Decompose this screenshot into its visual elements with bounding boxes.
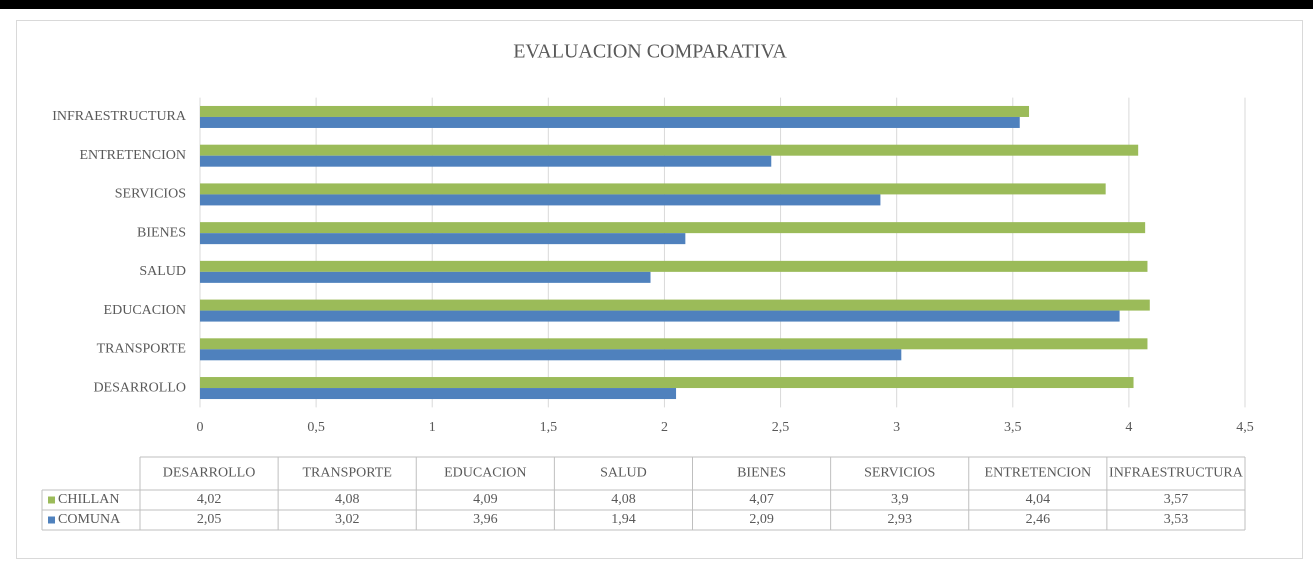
table-value: 4,09 — [473, 492, 498, 507]
bar — [200, 222, 1146, 234]
bar — [200, 260, 1148, 272]
table-value: 4,07 — [749, 492, 774, 507]
table-value: 1,94 — [611, 512, 636, 527]
table-value: 3,96 — [473, 512, 498, 527]
bar — [200, 377, 1134, 389]
bar — [200, 338, 1148, 350]
table-header: SERVICIOS — [864, 466, 935, 481]
table-value: 3,53 — [1164, 512, 1189, 527]
y-tick-label: DESARROLLO — [93, 380, 186, 395]
y-tick-label: SERVICIOS — [115, 187, 186, 202]
bar — [200, 183, 1106, 195]
bar — [200, 194, 881, 206]
table-value: 2,09 — [749, 512, 774, 527]
x-tick-label: 3,5 — [1004, 420, 1022, 435]
x-tick-label: 1,5 — [540, 420, 558, 435]
legend-label: COMUNA — [58, 512, 121, 527]
x-tick-label: 0 — [197, 420, 204, 435]
legend-swatch — [48, 516, 55, 524]
table-value: 3,57 — [1164, 492, 1189, 507]
bar — [200, 144, 1139, 156]
bar — [200, 271, 651, 283]
table-value: 4,08 — [611, 492, 636, 507]
table-header: BIENES — [737, 466, 786, 481]
table-value: 2,46 — [1026, 512, 1051, 527]
table-value: 3,9 — [891, 492, 909, 507]
legend-swatch — [48, 496, 55, 504]
y-tick-label: ENTRETENCION — [79, 148, 186, 163]
table-header: SALUD — [600, 466, 647, 481]
table-value: 4,04 — [1026, 492, 1051, 507]
bar — [200, 388, 677, 400]
bar — [200, 349, 902, 361]
x-tick-label: 3 — [893, 420, 900, 435]
legend-label: CHILLAN — [58, 492, 119, 507]
table-value: 3,02 — [335, 512, 360, 527]
table-value: 2,05 — [197, 512, 222, 527]
x-tick-label: 2,5 — [772, 420, 790, 435]
y-tick-label: EDUCACION — [104, 303, 186, 318]
chart-title: EVALUACION COMPARATIVA — [513, 41, 787, 63]
table-value: 2,93 — [887, 512, 912, 527]
bar — [200, 233, 686, 245]
table-header: INFRAESTRUCTURA — [1109, 466, 1244, 481]
top-bar — [0, 0, 1313, 9]
x-tick-label: 0,5 — [307, 420, 325, 435]
table-header: TRANSPORTE — [302, 466, 391, 481]
bar — [200, 105, 1030, 117]
bar — [200, 116, 1020, 128]
table-header: EDUCACION — [444, 466, 526, 481]
table-header: DESARROLLO — [163, 466, 256, 481]
table-header: ENTRETENCION — [985, 466, 1092, 481]
x-tick-label: 1 — [429, 420, 436, 435]
table-value: 4,02 — [197, 492, 222, 507]
bar — [200, 299, 1150, 311]
x-tick-label: 4 — [1125, 420, 1132, 435]
x-tick-label: 4,5 — [1236, 420, 1254, 435]
y-tick-label: TRANSPORTE — [97, 342, 186, 357]
bar — [200, 155, 772, 167]
y-tick-label: SALUD — [139, 264, 186, 279]
y-tick-label: BIENES — [137, 225, 186, 240]
table-value: 4,08 — [335, 492, 360, 507]
y-tick-label: INFRAESTRUCTURA — [52, 109, 187, 124]
x-tick-label: 2 — [661, 420, 668, 435]
bar — [200, 310, 1120, 322]
